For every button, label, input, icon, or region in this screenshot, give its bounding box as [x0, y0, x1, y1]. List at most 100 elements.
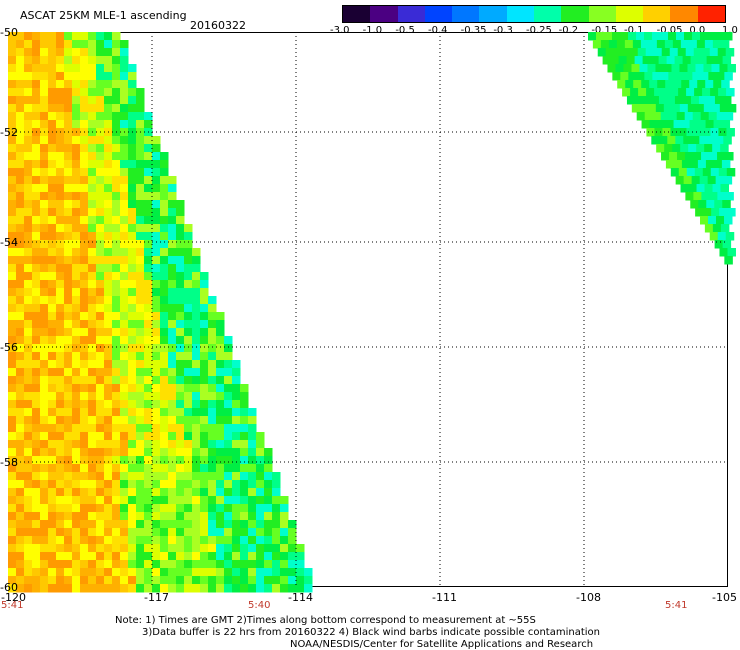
- swath-cell: [40, 312, 49, 321]
- swath-cell: [152, 248, 161, 257]
- swath-cell: [56, 288, 65, 297]
- swath-cell: [64, 160, 73, 169]
- swath-cell: [24, 528, 33, 537]
- swath-cell: [192, 536, 201, 545]
- swath-cell: [136, 440, 145, 449]
- swath-cell: [136, 512, 145, 521]
- color-scale-segment: [424, 6, 453, 22]
- swath-cell: [72, 568, 81, 577]
- swath-cell: [723, 176, 733, 185]
- swath-cell: [48, 208, 57, 217]
- swath-cell: [32, 80, 41, 89]
- swath-cell: [88, 136, 97, 145]
- swath-cell: [264, 504, 273, 513]
- swath-cell: [24, 112, 33, 121]
- swath-cell: [48, 248, 57, 257]
- swath-cell: [104, 80, 113, 89]
- swath-cell: [200, 312, 209, 321]
- swath-cell: [120, 256, 129, 265]
- swath-cell: [96, 184, 105, 193]
- swath-cell: [80, 424, 89, 433]
- swath-cell: [72, 552, 81, 561]
- swath-cell: [705, 120, 715, 129]
- swath-cell: [152, 192, 161, 201]
- swath-cell: [72, 264, 81, 273]
- swath-cell: [272, 496, 281, 505]
- swath-cell: [96, 368, 105, 377]
- swath-cell: [64, 480, 73, 489]
- swath-cell: [208, 448, 217, 457]
- swath-cell: [56, 256, 65, 265]
- swath-cell: [56, 216, 65, 225]
- swath-cell: [723, 136, 732, 145]
- swath-cell: [64, 504, 73, 513]
- swath-cell: [16, 352, 25, 361]
- swath-cell: [16, 232, 25, 241]
- swath-cell: [8, 488, 17, 497]
- swath-cell: [128, 136, 137, 145]
- swath-cell: [8, 80, 17, 89]
- swath-cell: [192, 528, 201, 537]
- swath-cell: [128, 80, 137, 89]
- swath-cell: [48, 424, 57, 433]
- swath-cell: [88, 200, 97, 209]
- swath-cell: [56, 144, 65, 153]
- swath-cell: [96, 192, 105, 201]
- swath-cell: [72, 88, 81, 97]
- map-grid: [8, 32, 728, 587]
- swath-cell: [176, 504, 185, 513]
- swath-cell: [192, 432, 201, 441]
- swath-cell: [72, 344, 81, 353]
- swath-cell: [104, 408, 113, 417]
- swath-cell: [152, 536, 161, 545]
- swath-cell: [104, 360, 113, 369]
- swath-cell: [651, 136, 660, 145]
- swath-cell: [32, 224, 41, 233]
- swath-cell: [272, 504, 281, 513]
- color-scale-segment: [479, 6, 507, 22]
- swath-cell: [280, 520, 289, 529]
- swath-cell: [216, 448, 225, 457]
- swath-cell: [656, 40, 666, 49]
- swath-cell: [240, 552, 249, 561]
- swath-cell: [40, 288, 49, 297]
- swath-cell: [176, 488, 185, 497]
- swath-cell: [72, 272, 81, 281]
- swath-cell: [724, 112, 734, 121]
- swath-cell: [112, 544, 121, 553]
- swath-cell: [136, 552, 145, 561]
- swath-cell: [176, 544, 185, 553]
- swath-cell: [184, 416, 193, 425]
- swath-cell: [670, 88, 679, 97]
- swath-cell: [104, 296, 113, 305]
- swath-cell: [88, 328, 97, 337]
- swath-cell: [72, 168, 81, 177]
- swath-cell: [32, 232, 41, 241]
- swath-cell: [88, 400, 97, 409]
- swath-cell: [120, 408, 129, 417]
- swath-cell: [16, 368, 25, 377]
- swath-cell: [208, 584, 217, 593]
- swath-cell: [32, 328, 41, 337]
- swath-cell: [168, 552, 177, 561]
- swath-cell: [64, 192, 73, 201]
- swath-cell: [184, 560, 193, 569]
- swath-cell: [662, 128, 671, 137]
- swath-cell: [272, 528, 281, 537]
- swath-cell: [128, 568, 137, 577]
- swath-cell: [96, 360, 105, 369]
- swath-cell: [160, 336, 169, 345]
- swath-cell: [24, 256, 33, 265]
- swath-cell: [64, 400, 73, 409]
- swath-cell: [24, 48, 33, 57]
- swath-cell: [128, 496, 137, 505]
- swath-cell: [128, 256, 137, 265]
- swath-cell: [40, 400, 49, 409]
- swath-cell: [716, 72, 725, 81]
- swath-cell: [120, 448, 129, 457]
- swath-cell: [208, 320, 217, 329]
- swath-cell: [48, 520, 57, 529]
- swath-cell: [40, 344, 49, 353]
- swath-cell: [112, 552, 121, 561]
- swath-cell: [216, 488, 225, 497]
